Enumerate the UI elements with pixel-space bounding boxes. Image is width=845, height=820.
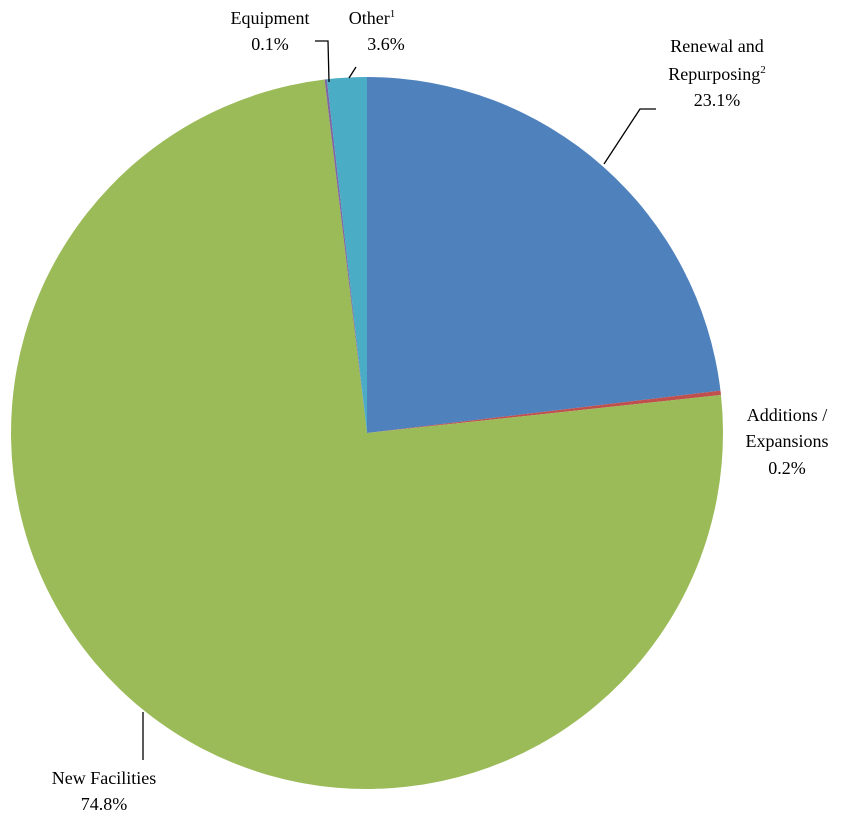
label-new-facilities-value: 74.8% [81,794,128,814]
label-other-line1: Other1 [349,8,395,28]
label-new-facilities-line1: New Facilities [52,768,156,788]
pie-slice-other [326,77,367,433]
label-equipment-line1: Equipment [231,8,310,28]
label-additions-value: 0.2% [768,458,806,478]
pie-slice-renewal-and-repurposing [367,77,721,433]
label-renewal-value: 23.1% [694,90,741,110]
pie-slices [10,77,724,789]
label-equipment-value: 0.1% [251,34,289,54]
label-renewal-line2: Repurposing2 [668,64,766,84]
pie-slice-new-facilities [10,79,724,789]
pie-slice-equipment [324,79,367,433]
label-additions-line2: Expansions [746,431,829,451]
pie-slice-additions-expansions [367,390,721,433]
label-other-value: 3.6% [367,34,405,54]
label-renewal-line1: Renewal and [670,36,763,56]
leader-line-other [348,66,357,79]
leader-line-equipment [315,40,330,83]
label-additions-line1: Additions / [747,405,828,425]
leader-line-renewal [603,108,656,165]
